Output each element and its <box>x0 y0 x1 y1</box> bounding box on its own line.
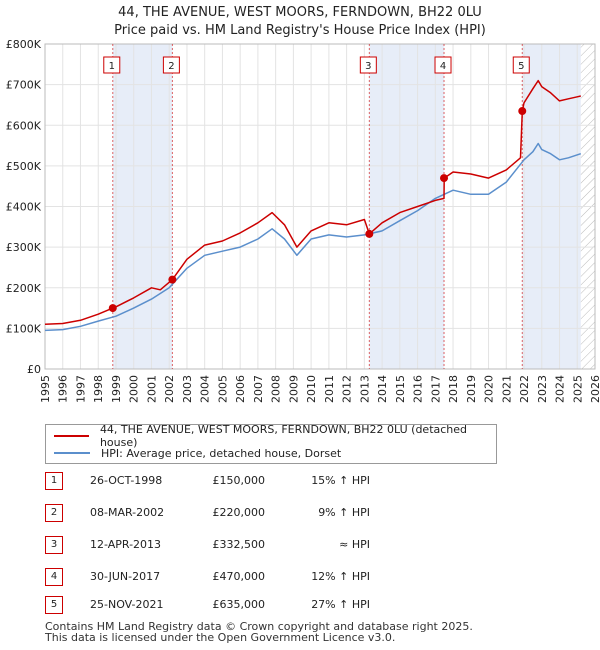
y-tick-label: £400K <box>6 201 42 214</box>
x-tick-label: 2024 <box>554 375 567 403</box>
x-tick-label: 2023 <box>536 375 549 403</box>
sale-label-box <box>512 56 530 74</box>
sale-label-box <box>103 56 121 74</box>
sale-point <box>518 107 527 116</box>
x-tick-label: 1999 <box>110 375 123 403</box>
table-row: 5 25-NOV-2021 £635,000 27% ↑ HPI <box>45 596 465 614</box>
property-price-line <box>44 79 581 326</box>
x-tick-label: 2006 <box>234 375 247 403</box>
x-tick-label: 2007 <box>252 375 265 403</box>
sale-price: £332,500 <box>212 538 266 551</box>
x-tick-label: 2015 <box>394 375 407 403</box>
x-tick-label: 1997 <box>74 375 87 403</box>
sale-hpi-comparison: 12% ↑ HPI <box>311 570 370 583</box>
table-row: 4 30-JUN-2017 £470,000 12% ↑ HPI <box>45 568 465 586</box>
y-tick-label: £200K <box>6 282 42 295</box>
legend-swatch-property <box>54 435 89 437</box>
sale-number-badge: 3 <box>45 536 63 554</box>
chart-title: 44, THE AVENUE, WEST MOORS, FERNDOWN, BH… <box>118 5 482 20</box>
y-tick-label: £700K <box>6 79 42 92</box>
x-tick-label: 2000 <box>128 375 141 403</box>
legend-swatch-hpi <box>54 452 90 454</box>
x-tick-label: 2017 <box>429 375 442 403</box>
sale-label-number: 5 <box>518 61 524 72</box>
sale-point <box>440 174 449 183</box>
sale-number-badge: 4 <box>45 568 63 586</box>
sale-number-badge: 2 <box>45 504 63 522</box>
table-row: 2 08-MAR-2002 £220,000 9% ↑ HPI <box>45 504 465 522</box>
x-tick-label: 1995 <box>39 375 52 403</box>
sale-price: £470,000 <box>212 570 266 583</box>
sale-label-box <box>434 56 452 74</box>
x-tick-label: 2005 <box>216 375 229 403</box>
y-tick-label: £0 <box>27 363 41 376</box>
sale-number-badge: 1 <box>45 472 63 490</box>
sale-label-number: 4 <box>440 61 446 72</box>
sale-price: £220,000 <box>212 506 266 519</box>
x-tick-label: 2010 <box>305 375 318 403</box>
licence-notice: This data is licensed under the Open Gov… <box>45 631 396 644</box>
sale-label-number: 3 <box>365 61 371 72</box>
sale-number-badge: 5 <box>45 596 63 614</box>
x-tick-label: 1998 <box>92 375 105 403</box>
x-tick-label: 2004 <box>199 375 212 403</box>
chart-subtitle: Price paid vs. HM Land Registry's House … <box>114 23 486 38</box>
sale-label-box <box>359 56 377 74</box>
price-chart: £0 £100K £200K £300K £400K £500K £600K £700K £80… <box>6 38 600 403</box>
x-tick-label: 2020 <box>483 375 496 403</box>
sale-price: £635,000 <box>212 598 266 611</box>
sale-date: 30-JUN-2017 <box>90 570 161 583</box>
x-tick-label: 2001 <box>145 375 158 403</box>
x-tick-label: 2009 <box>287 375 300 403</box>
sale-label-number: 2 <box>168 61 174 72</box>
x-tick-label: 2025 <box>571 375 584 403</box>
sale-date: 26-OCT-1998 <box>90 474 163 487</box>
sale-point <box>168 275 177 284</box>
x-tick-label: 2016 <box>412 375 425 403</box>
legend-item-hpi: HPI: Average price, detached house, Dors… <box>54 445 341 461</box>
x-tick-label: 2012 <box>341 375 354 403</box>
x-tick-label: 2003 <box>181 375 194 403</box>
copyright-notice: Contains HM Land Registry data © Crown c… <box>45 620 473 633</box>
x-tick-label: 2011 <box>323 375 336 403</box>
sale-label-box <box>162 56 180 74</box>
y-tick-label: £800K <box>6 38 42 51</box>
sale-date: 08-MAR-2002 <box>90 506 165 519</box>
sale-point <box>108 304 117 313</box>
sale-hpi-comparison: 15% ↑ HPI <box>311 474 370 487</box>
sale-hpi-comparison: 27% ↑ HPI <box>311 598 370 611</box>
x-tick-label: 2018 <box>447 375 460 403</box>
legend-label-property: 44, THE AVENUE, WEST MOORS, FERNDOWN, BH… <box>99 423 468 449</box>
table-row: 3 12-APR-2013 £332,500 ≈ HPI <box>45 536 465 554</box>
x-tick-label: 2008 <box>270 375 283 403</box>
x-tick-label: 2014 <box>376 375 389 403</box>
x-tick-label: 2013 <box>358 375 371 403</box>
y-tick-label: £600K <box>6 119 42 132</box>
legend-item-property: 44, THE AVENUE, WEST MOORS, FERNDOWN, BH… <box>54 423 496 449</box>
sale-hpi-comparison: ≈ HPI <box>339 538 370 551</box>
sale-date: 25-NOV-2021 <box>90 598 164 611</box>
x-tick-label: 2019 <box>465 375 478 403</box>
sale-hpi-comparison: 9% ↑ HPI <box>318 506 370 519</box>
hpi-line <box>44 142 582 332</box>
y-tick-label: £100K <box>6 322 42 335</box>
sale-label-number: 1 <box>109 61 115 72</box>
sale-date: 12-APR-2013 <box>90 538 162 551</box>
x-tick-label: 2021 <box>500 375 513 403</box>
x-tick-label: 1996 <box>57 375 70 403</box>
x-tick-label: 2026 <box>589 375 600 403</box>
sale-price: £150,000 <box>212 474 266 487</box>
y-tick-label: £500K <box>6 160 42 173</box>
chart-legend: 44, THE AVENUE, WEST MOORS, FERNDOWN, BH… <box>45 423 497 464</box>
x-tick-label: 2002 <box>163 375 176 403</box>
plot-frame <box>44 43 596 370</box>
legend-label-hpi: HPI: Average price, detached house, Dors… <box>101 446 342 460</box>
table-row: 1 26-OCT-1998 £150,000 15% ↑ HPI <box>45 472 465 490</box>
x-tick-label: 2022 <box>518 375 531 403</box>
y-tick-label: £300K <box>6 241 42 254</box>
sale-point <box>365 229 374 238</box>
